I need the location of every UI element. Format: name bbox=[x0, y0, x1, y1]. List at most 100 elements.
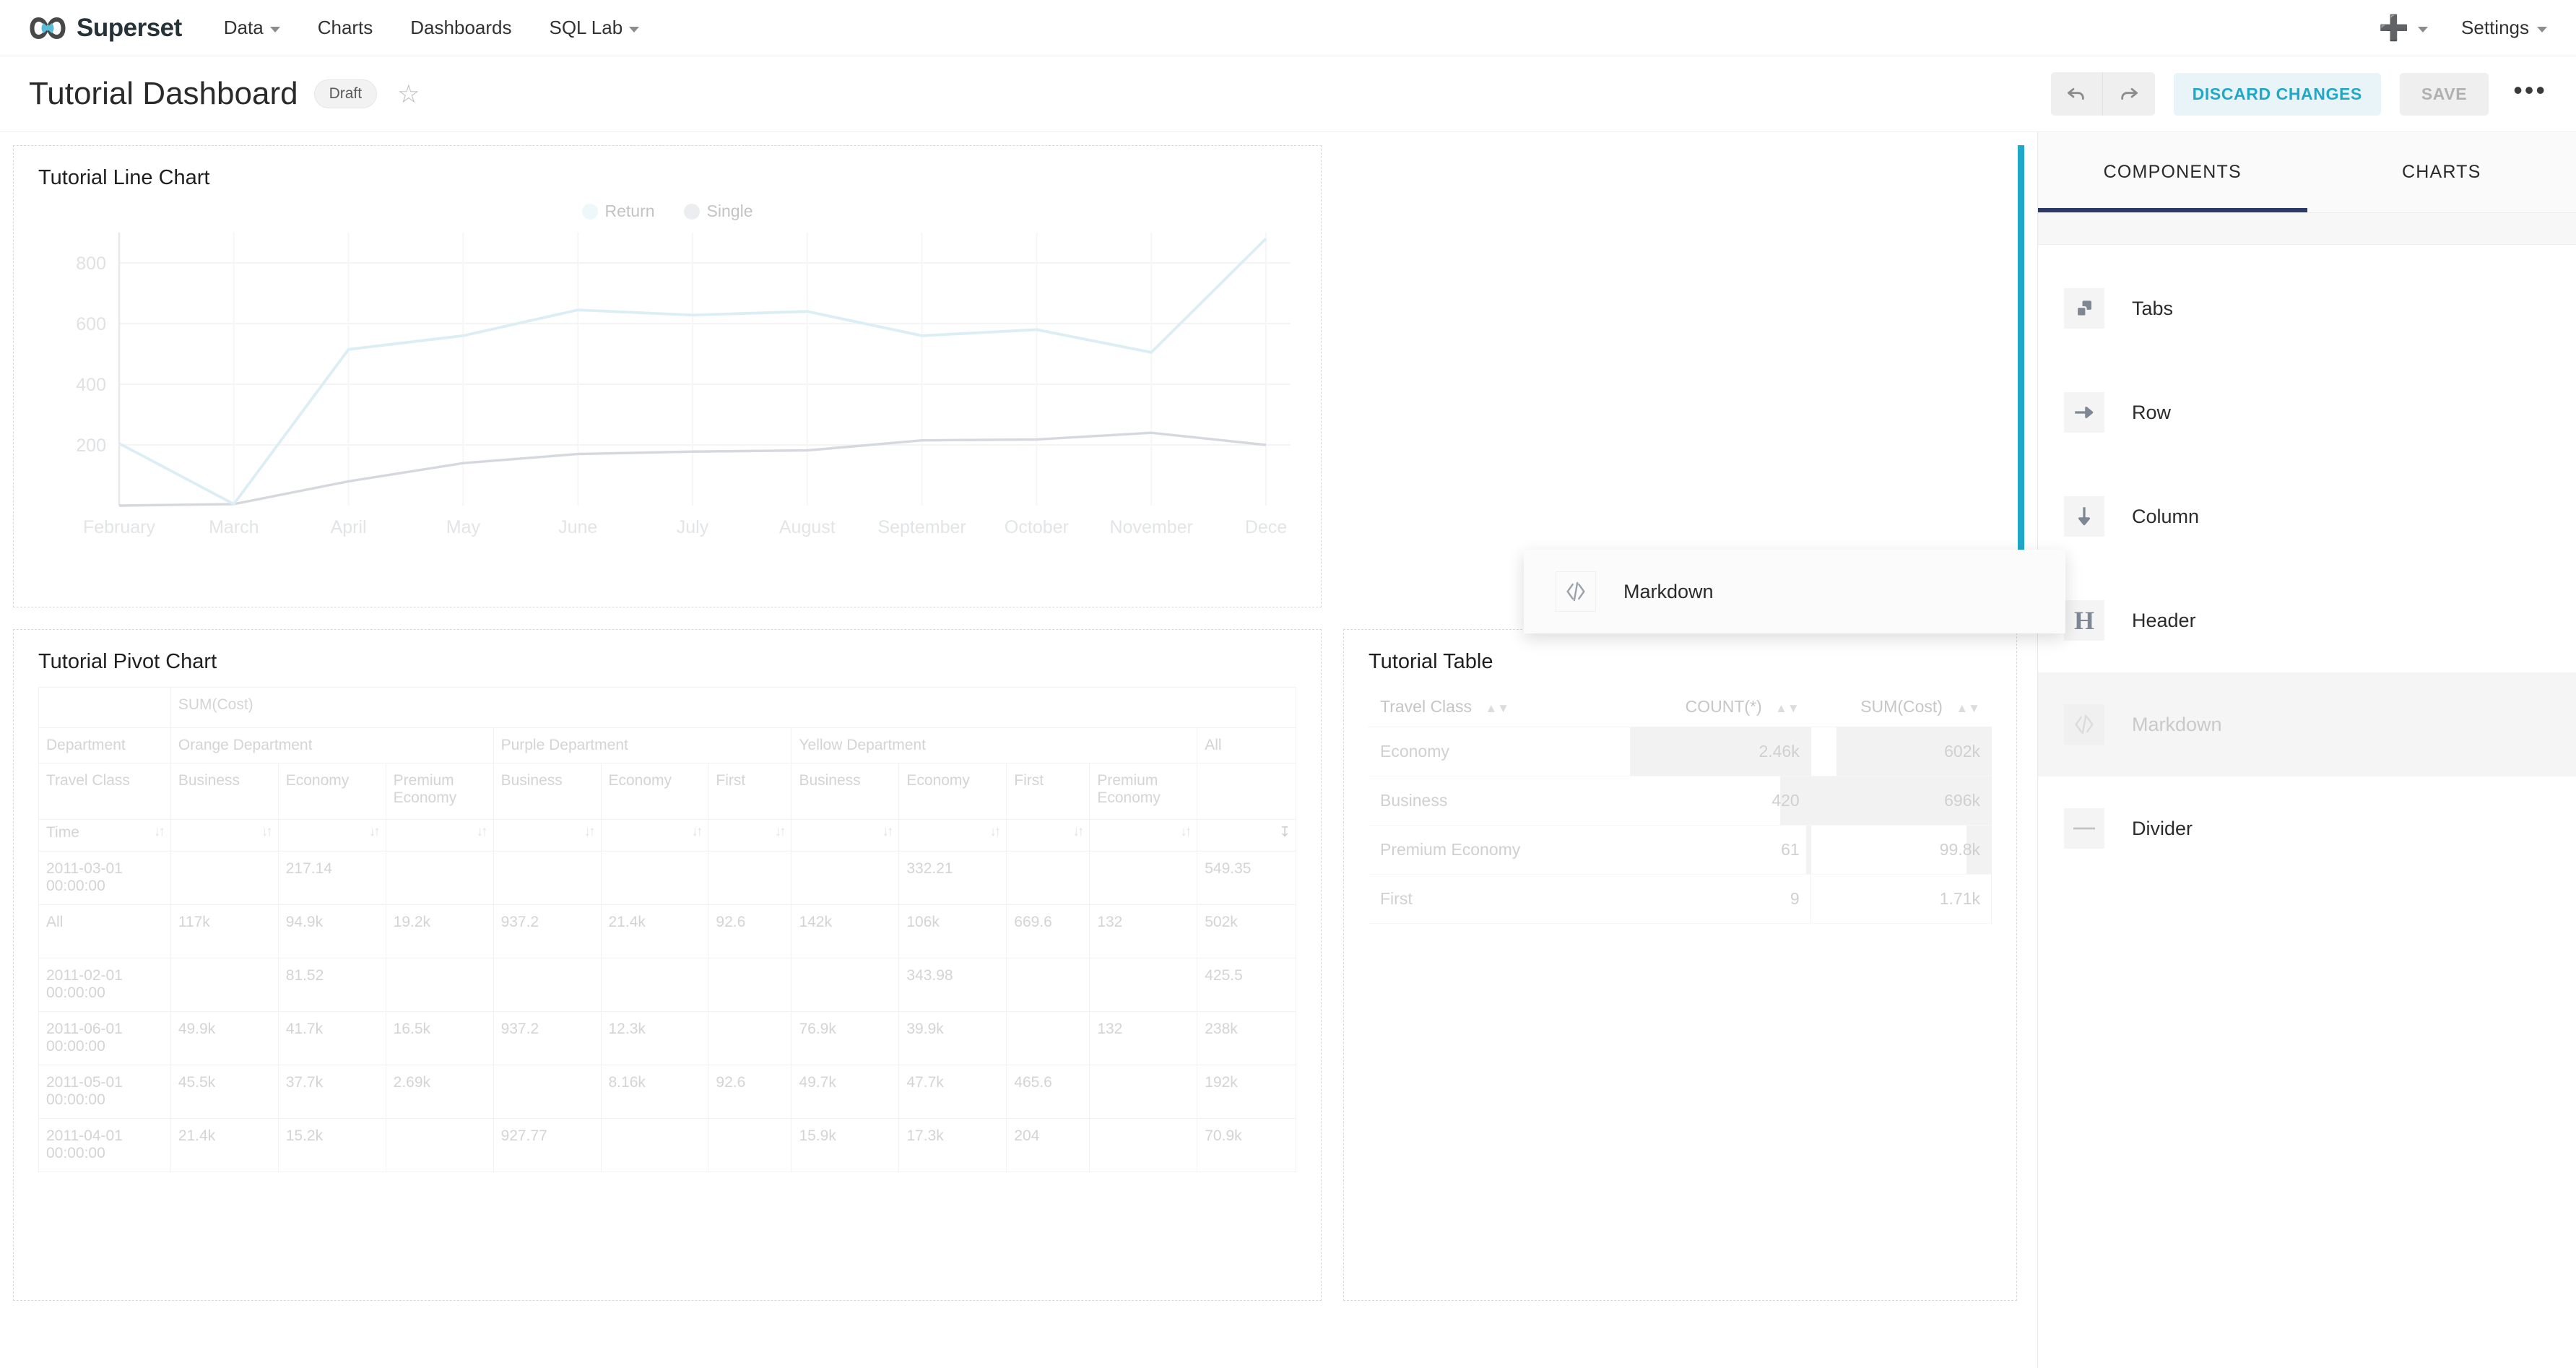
pivot-cell bbox=[493, 1065, 602, 1119]
pivot-cell: 937.2 bbox=[493, 904, 602, 958]
dashboard-actions: DISCARD CHANGES SAVE ••• bbox=[2050, 72, 2547, 116]
y-gridlines bbox=[119, 262, 1291, 446]
brand-logo[interactable]: Superset bbox=[29, 14, 182, 43]
chart-card-tutorial-line-chart[interactable]: Tutorial Line Chart Return Single 200 400… bbox=[13, 145, 1322, 607]
pivot-sort-cell[interactable]: ↓↑ bbox=[170, 819, 279, 852]
chevron-down-icon bbox=[629, 26, 640, 33]
sort-icon[interactable]: ↓↑ bbox=[153, 824, 165, 839]
sort-icon[interactable]: ↓↑ bbox=[261, 824, 273, 839]
pivot-sort-cell[interactable]: ↓↑ bbox=[277, 819, 386, 852]
dashboard-grid: Tutorial Line Chart Return Single 200 400… bbox=[0, 132, 2065, 1368]
pivot-dept-orange: Orange Department bbox=[170, 727, 494, 763]
pivot-metric-row: SUM(Cost) bbox=[38, 687, 1297, 728]
settings-menu-button[interactable]: Settings bbox=[2461, 17, 2547, 39]
more-options-button[interactable]: ••• bbox=[2513, 75, 2547, 105]
pivot-sort-cell[interactable]: ↓↑ bbox=[898, 819, 1007, 852]
col-header-count[interactable]: COUNT(*) ▲▼ bbox=[1630, 687, 1811, 727]
chevron-down-icon bbox=[2537, 26, 2547, 33]
new-item-button[interactable]: ➕ bbox=[2379, 16, 2429, 40]
component-item-markdown[interactable]: Markdown bbox=[2038, 672, 2576, 776]
pivot-cell: 502k bbox=[1197, 904, 1296, 958]
pivot-header-time[interactable]: Time ↓↑ bbox=[38, 819, 171, 852]
pivot-row-time: 2011-02-01 00:00:00 bbox=[38, 958, 171, 1012]
empty-drop-zone[interactable] bbox=[1322, 145, 2024, 607]
sort-icon[interactable]: ↓↑ bbox=[1180, 824, 1192, 839]
pivot-sort-cell[interactable]: ↓↑ bbox=[385, 819, 494, 852]
pivot-sort-cell[interactable]: ↓↑ bbox=[791, 819, 900, 852]
pivot-cell: 465.6 bbox=[1006, 1065, 1090, 1119]
component-item-tabs[interactable]: Tabs bbox=[2038, 256, 2576, 360]
sort-icon[interactable]: ↓↑ bbox=[368, 824, 381, 839]
chart-card-tutorial-pivot-chart[interactable]: Tutorial Pivot Chart SUM(Cost) Depart bbox=[13, 629, 1322, 1301]
sort-icon[interactable]: ↓↑ bbox=[691, 824, 703, 839]
undo-button[interactable] bbox=[2050, 72, 2103, 116]
nav-item-charts[interactable]: Charts bbox=[316, 12, 375, 43]
pivot-class-o-business: Business bbox=[170, 763, 279, 820]
sort-icon[interactable]: ↓↑ bbox=[584, 824, 596, 839]
col-header-travel-class[interactable]: Travel Class ▲▼ bbox=[1369, 687, 1631, 727]
star-outline-icon[interactable]: ☆ bbox=[397, 79, 420, 108]
save-button[interactable]: SAVE bbox=[2399, 72, 2489, 116]
sort-icon[interactable]: ↓↑ bbox=[476, 824, 488, 839]
page-title[interactable]: Tutorial Dashboard bbox=[29, 76, 298, 111]
sort-icon[interactable]: ↓↑ bbox=[882, 824, 893, 839]
sort-icon[interactable]: ↓↑ bbox=[1072, 824, 1084, 839]
component-item-column[interactable]: Column bbox=[2038, 464, 2576, 568]
table-row: All 117k 94.9k 19.2k 937.2 21.4k 92.6 142k 106k 6… bbox=[38, 904, 1296, 958]
col-header-sum-cost[interactable]: SUM(Cost) ▲▼ bbox=[1810, 687, 1992, 727]
table-row: 2011-02-01 00:00:00 81.52 343.98 425.5 bbox=[38, 958, 1296, 1012]
sort-icon[interactable]: ▲▼ bbox=[1775, 701, 1800, 715]
line-chart-plot: 200 400 600 800 February March April May June Ju… bbox=[76, 233, 1291, 537]
pivot-class-p-business: Business bbox=[493, 763, 602, 820]
legend-item-single[interactable]: Single bbox=[683, 202, 753, 221]
pivot-sort-cell[interactable]: ↓↑ bbox=[1089, 819, 1198, 852]
pivot-cell bbox=[493, 851, 602, 905]
pivot-sort-cell[interactable]: ↓↑ bbox=[708, 819, 792, 852]
sort-icon[interactable]: ↓↑ bbox=[989, 824, 1001, 839]
pivot-cell: 332.21 bbox=[898, 851, 1007, 905]
navbar-right-group: ➕ Settings bbox=[2379, 16, 2547, 40]
pivot-dept-yellow: Yellow Department bbox=[791, 727, 1198, 763]
pivot-cell: 17.3k bbox=[898, 1118, 1007, 1172]
sort-icon[interactable]: ▲▼ bbox=[1956, 701, 1980, 715]
redo-button[interactable] bbox=[2102, 72, 2155, 116]
tab-components[interactable]: COMPONENTS bbox=[2038, 132, 2307, 212]
pivot-class-p-economy: Economy bbox=[600, 763, 709, 820]
cell-value: 99.8k bbox=[1939, 840, 1980, 859]
col-header-travel-class-label: Travel Class bbox=[1380, 697, 1472, 716]
cell-value-bar bbox=[1810, 776, 1992, 825]
discard-changes-button[interactable]: DISCARD CHANGES bbox=[2173, 72, 2381, 116]
table-row: 2011-04-01 00:00:00 21.4k 15.2k 927.77 15.9k… bbox=[38, 1118, 1296, 1172]
pivot-sort-cell[interactable]: ↓↑ bbox=[1006, 819, 1090, 852]
legend-item-return[interactable]: Return bbox=[581, 202, 655, 221]
pivot-cell: 117k bbox=[170, 904, 279, 958]
sort-descending-icon[interactable]: ↧ bbox=[1279, 825, 1291, 840]
status-badge[interactable]: Draft bbox=[313, 79, 378, 108]
cell-value-bar bbox=[1806, 826, 1811, 874]
pivot-cell bbox=[1006, 1011, 1090, 1065]
pivot-cell bbox=[1089, 958, 1198, 1012]
component-item-header[interactable]: H Header bbox=[2038, 568, 2576, 672]
pivot-cell bbox=[170, 851, 279, 905]
pivot-sort-cell[interactable]: ↓↑ bbox=[600, 819, 709, 852]
sort-icon[interactable]: ↓↑ bbox=[774, 824, 786, 839]
nav-item-data[interactable]: Data bbox=[222, 12, 282, 43]
tab-charts[interactable]: CHARTS bbox=[2307, 132, 2576, 212]
redo-arrow-icon bbox=[2120, 87, 2138, 100]
pivot-class-y-first: First bbox=[1006, 763, 1090, 820]
nav-item-dashboards[interactable]: Dashboards bbox=[409, 12, 513, 43]
cell-count: 61 bbox=[1630, 825, 1811, 875]
pivot-sort-cell-all[interactable]: ↧ bbox=[1197, 819, 1296, 852]
cell-travel-class: Business bbox=[1369, 776, 1631, 826]
cell-travel-class: Economy bbox=[1369, 727, 1631, 776]
nav-item-sql-lab[interactable]: SQL Lab bbox=[547, 12, 641, 43]
pivot-sort-cell[interactable]: ↓↑ bbox=[493, 819, 602, 852]
chart-card-tutorial-table[interactable]: Tutorial Table Travel Class ▲▼ COUNT(*) … bbox=[1343, 629, 2017, 1301]
x-tick-label: April bbox=[331, 517, 367, 537]
component-item-divider[interactable]: Divider bbox=[2038, 776, 2576, 880]
tutorial-table-head: Travel Class ▲▼ COUNT(*) ▲▼ SUM(Cost) ▲▼ bbox=[1369, 687, 1992, 727]
component-item-row[interactable]: Row bbox=[2038, 360, 2576, 464]
undo-arrow-icon bbox=[2068, 87, 2084, 100]
sort-icon[interactable]: ▲▼ bbox=[1485, 701, 1509, 715]
pivot-cell: 94.9k bbox=[277, 904, 386, 958]
